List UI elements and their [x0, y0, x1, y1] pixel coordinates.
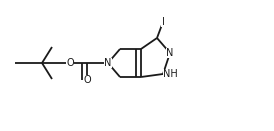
- Text: NH: NH: [163, 69, 178, 79]
- Text: O: O: [66, 58, 74, 68]
- Text: O: O: [83, 75, 91, 85]
- Text: I: I: [162, 17, 164, 27]
- Text: N: N: [104, 58, 112, 68]
- Text: N: N: [166, 48, 174, 58]
